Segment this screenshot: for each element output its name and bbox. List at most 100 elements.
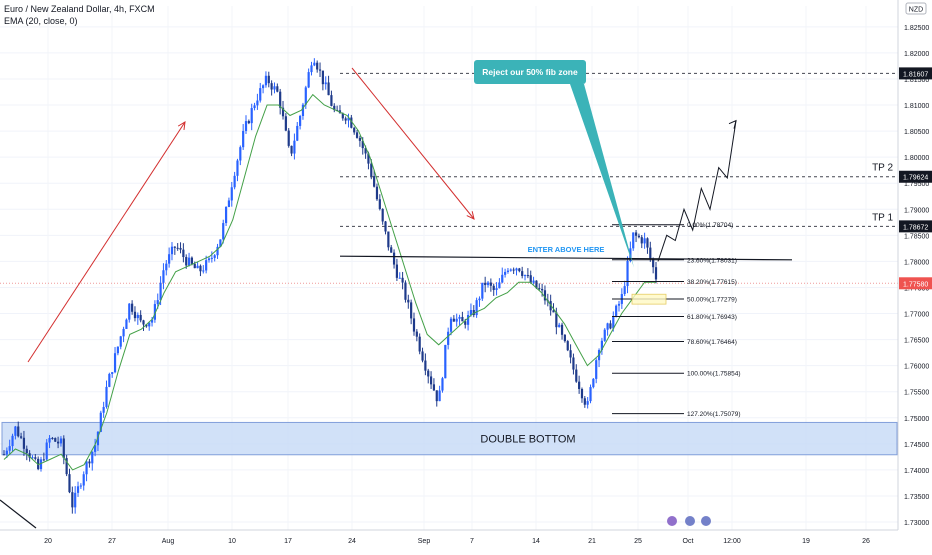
candle-body — [42, 459, 45, 461]
fib-level-label: 50.00%(1.77279) — [687, 296, 737, 303]
candle-body — [236, 160, 239, 176]
entry-line — [339, 255, 793, 261]
candle-body — [623, 286, 626, 295]
candle-body — [521, 271, 524, 276]
fib-level-label: 100.00%(1.75854) — [687, 371, 741, 378]
candle-body — [111, 372, 114, 374]
candle-body — [293, 140, 296, 154]
event-icon[interactable] — [701, 516, 711, 526]
ema-group — [3, 93, 656, 471]
price-tick-label: 1.82500 — [904, 25, 929, 32]
candle-body — [261, 85, 265, 89]
candle-body — [429, 376, 433, 385]
candle-body — [418, 336, 421, 352]
candle-body — [344, 118, 347, 121]
time-axis: 20 27 Aug 10 17 24 Sep 7 14 21 25 Oct 12:00 19 26 — [0, 516, 898, 545]
candle-body — [28, 453, 31, 458]
candle-body — [105, 386, 108, 407]
candle-body — [133, 311, 137, 319]
candle-body — [572, 357, 575, 370]
candle-body — [535, 280, 538, 289]
candle-body — [79, 485, 82, 487]
candle-body — [62, 438, 65, 459]
candle-body — [461, 316, 464, 322]
candle-body — [88, 461, 91, 464]
price-tag — [899, 170, 932, 183]
currency-badge — [905, 2, 927, 15]
candle-body — [438, 390, 441, 402]
candle-body — [447, 331, 450, 345]
candle-body — [492, 285, 495, 291]
candle-body — [541, 288, 544, 291]
price-tag-label: 1.77580 — [903, 281, 928, 288]
time-tick-label: 24 — [348, 538, 356, 545]
candle-body — [68, 474, 71, 493]
event-icon[interactable] — [667, 516, 677, 526]
candle-body — [558, 324, 561, 328]
candle-body — [122, 328, 125, 337]
candle-body — [595, 360, 598, 379]
candle-body — [279, 91, 282, 108]
candle-body — [170, 246, 174, 255]
candle-body — [162, 270, 165, 283]
candle-body — [85, 461, 88, 475]
time-tick-label: 26 — [862, 538, 870, 545]
fib-level-label: 61.80%(1.76943) — [687, 314, 737, 321]
candle-body — [74, 492, 77, 508]
candle-body — [566, 341, 569, 351]
candle-body — [76, 486, 80, 493]
candle-body — [615, 305, 618, 317]
entry-zone-box — [631, 293, 667, 305]
candle-body — [501, 274, 504, 283]
candle-body — [640, 237, 643, 244]
candle-body — [56, 441, 60, 444]
candle-body — [205, 260, 208, 271]
candle-body — [230, 187, 233, 201]
candle-body — [504, 271, 507, 275]
tp1-label: TP 1 — [872, 212, 893, 223]
candle-body — [202, 270, 205, 272]
candle-body — [543, 290, 547, 301]
candle-body — [600, 340, 604, 351]
price-tick-label: 1.74500 — [904, 442, 929, 449]
candle-body — [449, 318, 453, 332]
candle-body — [652, 258, 655, 268]
candle-body — [131, 303, 134, 312]
price-tick-label: 1.75000 — [904, 416, 929, 423]
candle-body — [222, 223, 225, 240]
candle-body — [606, 323, 609, 330]
candle-body — [91, 451, 94, 464]
price-tick-label: 1.79000 — [904, 207, 929, 214]
price-tick-label: 1.77000 — [904, 312, 929, 319]
price-tick-label: 1.76500 — [904, 338, 929, 345]
candle-body — [102, 406, 105, 413]
candle-body — [350, 117, 353, 128]
price-tick-label: 1.74000 — [904, 468, 929, 475]
black-trend-line — [0, 499, 37, 529]
time-tick-label: 10 — [228, 538, 236, 545]
candle-body — [634, 232, 638, 236]
candle-body — [59, 438, 63, 444]
candle-body — [586, 401, 589, 405]
candle-body — [256, 100, 259, 106]
candle-body — [313, 62, 316, 66]
fib-level-label: 23.60%(1.78031) — [687, 257, 737, 264]
event-icon[interactable] — [685, 516, 695, 526]
time-tick-label: 25 — [634, 538, 642, 545]
candle-body — [472, 310, 475, 316]
candle-body — [324, 82, 327, 85]
price-tag — [899, 277, 932, 290]
candle-body — [125, 319, 128, 329]
time-tick-label: 21 — [588, 538, 596, 545]
candle-body — [464, 321, 467, 325]
time-tick-label: 20 — [44, 538, 52, 545]
candle-body — [99, 412, 102, 432]
candle-body — [179, 247, 182, 250]
price-tick-label: 1.81000 — [904, 103, 929, 110]
candle-body — [310, 65, 313, 73]
time-tick-label: Sep — [418, 538, 431, 545]
candle-body — [489, 282, 492, 286]
candle-body — [603, 329, 606, 341]
